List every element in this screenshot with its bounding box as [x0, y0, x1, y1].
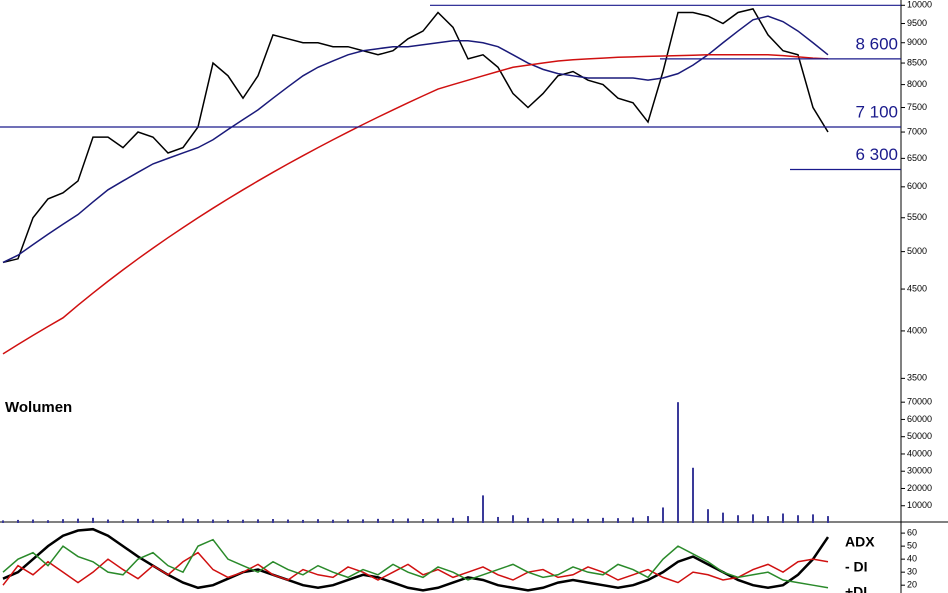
series-line [2, 15, 829, 264]
y-tick-label: 30 [907, 567, 917, 577]
bar [752, 514, 754, 523]
y-tick-label: 60 [907, 527, 917, 537]
bar [242, 519, 244, 523]
y-tick-label: 8000 [907, 79, 927, 89]
bar [152, 519, 154, 523]
y-tick-label: 50 [907, 541, 917, 551]
legend-label: ADX [845, 534, 875, 550]
bar [407, 518, 409, 523]
bar [2, 520, 4, 523]
bar [392, 519, 394, 523]
bar [167, 520, 169, 523]
bar [317, 519, 319, 523]
series-line [2, 8, 829, 264]
y-tick-label: 8500 [907, 57, 927, 67]
bar [137, 518, 139, 523]
bar [542, 518, 544, 523]
level-label: 6 300 [855, 145, 898, 164]
bar [827, 516, 829, 523]
bar [362, 519, 364, 523]
y-tick-label: 40 [907, 554, 917, 564]
y-tick-label: 20000 [907, 483, 932, 493]
bar [467, 516, 469, 523]
bar [302, 519, 304, 523]
bar [17, 519, 19, 523]
legend-label: +DI [845, 584, 867, 593]
bar [662, 507, 664, 523]
y-tick-label: 30000 [907, 466, 932, 476]
y-tick-label: 10000 [907, 500, 932, 510]
y-tick-label: 3500 [907, 373, 927, 383]
bar [272, 519, 274, 523]
plot-area [2, 527, 830, 592]
bar [32, 519, 34, 523]
y-tick-label: 9500 [907, 18, 927, 28]
y-tick-label: 7500 [907, 102, 927, 112]
bar [47, 520, 49, 523]
panel-title: Wolumen [5, 399, 72, 416]
bar [722, 512, 724, 523]
y-tick-label: 20 [907, 580, 917, 590]
y-tick-label: 4500 [907, 283, 927, 293]
y-tick-label: 4000 [907, 325, 927, 335]
bar [632, 517, 634, 523]
bar [497, 516, 499, 523]
bar [527, 517, 529, 523]
y-tick-label: 9000 [907, 37, 927, 47]
bar [107, 519, 109, 523]
bar [332, 519, 334, 523]
y-tick-label: 6000 [907, 181, 927, 191]
series-line [2, 54, 829, 355]
bar [347, 519, 349, 523]
bar [437, 518, 439, 523]
bar [617, 518, 619, 523]
bar [737, 515, 739, 523]
bar [767, 516, 769, 523]
bar [512, 515, 514, 523]
series-line [2, 551, 829, 586]
bar [287, 519, 289, 523]
bar [797, 515, 799, 523]
bar [422, 519, 424, 523]
level-label: 8 600 [855, 34, 898, 53]
bar [782, 513, 784, 523]
bar [452, 517, 454, 523]
bar [227, 519, 229, 523]
y-tick-label: 7000 [907, 126, 927, 136]
plot-area [2, 8, 829, 355]
bar [692, 467, 694, 523]
bar [182, 518, 184, 523]
y-tick-label: 50000 [907, 431, 932, 441]
bar [677, 402, 679, 523]
bar [257, 519, 259, 523]
y-tick-label: 70000 [907, 397, 932, 407]
bar [62, 519, 64, 523]
level-label: 7 100 [855, 102, 898, 121]
bar [377, 518, 379, 523]
series-line [2, 538, 829, 589]
y-tick-label: 40000 [907, 448, 932, 458]
y-tick-label: 60000 [907, 414, 932, 424]
bar [77, 518, 79, 523]
bar [707, 509, 709, 523]
bar [482, 495, 484, 523]
bar [212, 519, 214, 523]
plot-area [2, 402, 829, 523]
bar [122, 519, 124, 523]
y-tick-label: 10000 [907, 0, 932, 10]
bar [92, 517, 94, 523]
bar [557, 518, 559, 523]
bar [572, 518, 574, 523]
y-tick-label: 5500 [907, 212, 927, 222]
y-tick-label: 5000 [907, 246, 927, 256]
bar [647, 516, 649, 523]
bar [197, 519, 199, 523]
bar [587, 518, 589, 523]
bar [602, 517, 604, 523]
legend-label: - DI [845, 559, 868, 575]
bar [812, 514, 814, 523]
y-tick-label: 6500 [907, 153, 927, 163]
